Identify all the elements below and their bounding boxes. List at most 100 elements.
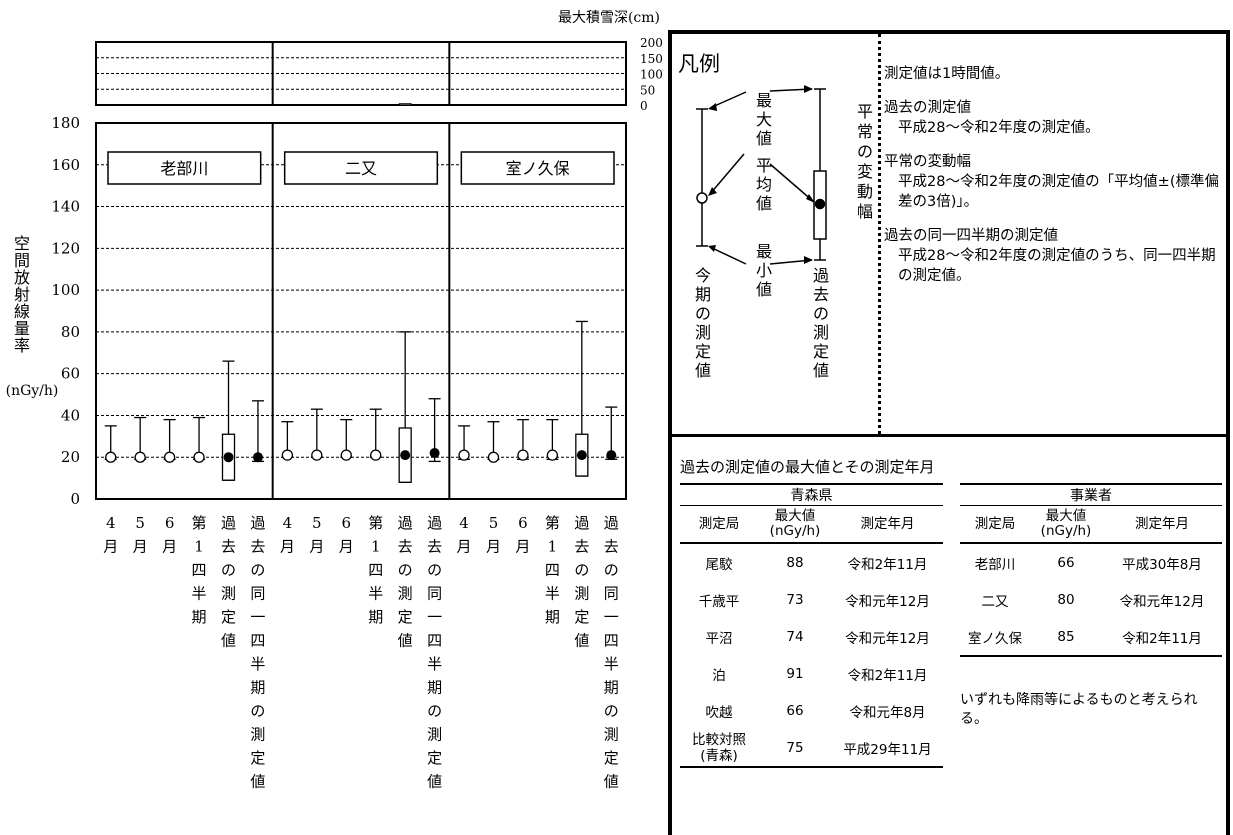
y-tick-label: 80 — [61, 323, 80, 341]
current-mean-marker — [340, 449, 352, 461]
col-date: 測定年月 — [1102, 505, 1222, 544]
current-mean-marker — [487, 451, 500, 463]
x-category-label-char: 月 — [339, 538, 354, 556]
legend-range-label-char: 平 — [856, 102, 873, 121]
current-mean-marker — [458, 449, 470, 461]
cell-value: 85 — [1030, 618, 1102, 657]
x-category-label-char: 1 — [194, 538, 204, 556]
legend-past-label-char: 定 — [812, 342, 829, 361]
y-axis-title-char: 率 — [14, 336, 30, 355]
legend-current-label-char: 今 — [694, 266, 711, 285]
cell-date: 令和元年8月 — [849, 704, 926, 721]
legend-past-label-char: 値 — [812, 361, 829, 380]
x-category-label-char: 6 — [342, 514, 352, 532]
x-category-label-char: 定 — [250, 749, 265, 767]
cell-station-line2: (青森) — [700, 747, 738, 764]
x-category-label-char: 去 — [250, 538, 265, 556]
x-category-label-char: 半 — [545, 585, 560, 603]
x-category-label-char: 四 — [604, 632, 619, 650]
x-category-label-char: 5 — [312, 514, 322, 532]
cell-value: 88 — [786, 554, 804, 571]
x-category-label-char: 定 — [398, 608, 413, 626]
x-category-label-char: 過 — [398, 514, 413, 532]
legend-diagram — [696, 85, 827, 265]
x-category-label-char: 値 — [221, 632, 236, 650]
x-category-label-char: 四 — [192, 561, 207, 579]
current-mean-marker — [517, 449, 529, 461]
legend-max-label-char: 最 — [755, 91, 772, 110]
snow-tick-label: 0 — [640, 99, 648, 113]
x-category-label-char: 測 — [398, 585, 413, 603]
cell-station: 平沼 — [705, 630, 733, 647]
x-category-label-char: 期 — [427, 679, 442, 697]
x-category-label-char: 月 — [515, 538, 530, 556]
cell-station: 千歳平 — [698, 593, 740, 610]
y-tick-label: 100 — [51, 281, 80, 299]
current-mean-marker — [281, 449, 294, 461]
x-category-label-char: の — [604, 702, 619, 720]
legend-range-label-char: 常 — [856, 122, 873, 141]
table-row: 千歳平 73 令和元年12月 — [680, 581, 943, 618]
station-name: 老部川 — [160, 159, 208, 178]
station-name: 室ノ久保 — [506, 159, 570, 178]
cell-date: 平成30年8月 — [1122, 556, 1202, 573]
cell-value: 66 — [1057, 554, 1075, 571]
cell-date: 令和2年11月 — [1102, 618, 1222, 657]
x-category-label-char: 定 — [427, 749, 442, 767]
x-category-label-char: 半 — [250, 655, 265, 673]
legend-panel: 凡例 — [668, 30, 1230, 835]
aomori-max-table: 青森県 測定局 最大値 (nGy/h) 測定年月 尾駮 88 令和2年11月 千歳平 7… — [680, 483, 943, 768]
x-category-label-char: 6 — [165, 514, 175, 532]
same-quarter-mean-marker — [429, 448, 440, 459]
x-category-label-char: 6 — [518, 514, 528, 532]
cell-station: 泊 — [712, 667, 726, 684]
legend-min-label: 最 小 値 — [755, 242, 773, 299]
col-max: 最大値 (nGy/h) — [758, 505, 832, 544]
x-category-label-char: 4 — [283, 514, 293, 532]
x-category-label-char: 第 — [545, 514, 560, 532]
note-range-text: 平成28～令和2年度の測定値の「平均値±(標準偏差の3倍)」。 — [898, 174, 1219, 210]
cell-station: 比較対照 (青森) — [680, 729, 758, 768]
x-category-label-char: 定 — [574, 608, 589, 626]
legend-current-label-char: の — [694, 304, 711, 323]
cell-date: 令和元年12月 — [845, 630, 930, 647]
cell-date: 令和2年11月 — [847, 556, 928, 573]
table-row: 泊 91 令和2年11月 — [680, 655, 943, 692]
legend-current-label-char: 値 — [694, 361, 711, 380]
y-axis-title-char: 射 — [14, 285, 30, 304]
snow-tick-label: 50 — [640, 83, 655, 97]
col-max-label: 最大値 — [1045, 508, 1087, 524]
legend-min-label-char: 最 — [755, 242, 772, 261]
x-category-label-char: 過 — [574, 514, 589, 532]
col-date: 測定年月 — [832, 505, 943, 544]
x-category-label-char: 半 — [604, 655, 619, 673]
x-category-label-char: 定 — [604, 749, 619, 767]
x-category-label-char: の — [427, 702, 442, 720]
operator-max-table: 事業者 測定局 最大値 (nGy/h) 測定年月 老部川 66 平成30年8月 二又 8… — [960, 483, 1222, 657]
y-axis-title-char: 間 — [14, 251, 30, 270]
y-tick-label: 140 — [51, 198, 80, 216]
current-mean-marker — [546, 449, 559, 461]
table-row: 室ノ久保 85 令和2年11月 — [960, 618, 1222, 657]
x-category-label-char: 同 — [250, 585, 265, 603]
x-category-label-char: 期 — [545, 608, 560, 626]
panel-separator — [672, 434, 1226, 437]
x-category-label-char: 月 — [162, 538, 177, 556]
legend-current-label: 今 期 の 測 定 値 — [694, 266, 712, 380]
snow-axis-title: 最大積雪深(cm) — [558, 10, 660, 26]
legend-past-mean — [814, 198, 826, 210]
x-category-label-char: 測 — [427, 726, 442, 744]
x-category-label-char: 4 — [106, 514, 116, 532]
max-table-title: 過去の測定値の最大値とその測定年月 — [680, 458, 935, 476]
legend-range-label-char: 幅 — [856, 202, 873, 221]
legend-divider — [878, 34, 881, 434]
col-max-unit: (nGy/h) — [1040, 523, 1092, 539]
legend-range-label-char: 動 — [856, 182, 873, 201]
x-category-label-char: 測 — [604, 726, 619, 744]
x-category-label-char: 測 — [221, 585, 236, 603]
x-category-label-char: の — [250, 561, 265, 579]
col-station: 測定局 — [680, 505, 758, 544]
snow-tick-label: 150 — [640, 52, 663, 66]
x-category-label-char: 第 — [192, 514, 207, 532]
table-row: 尾駮 88 令和2年11月 — [680, 543, 943, 581]
